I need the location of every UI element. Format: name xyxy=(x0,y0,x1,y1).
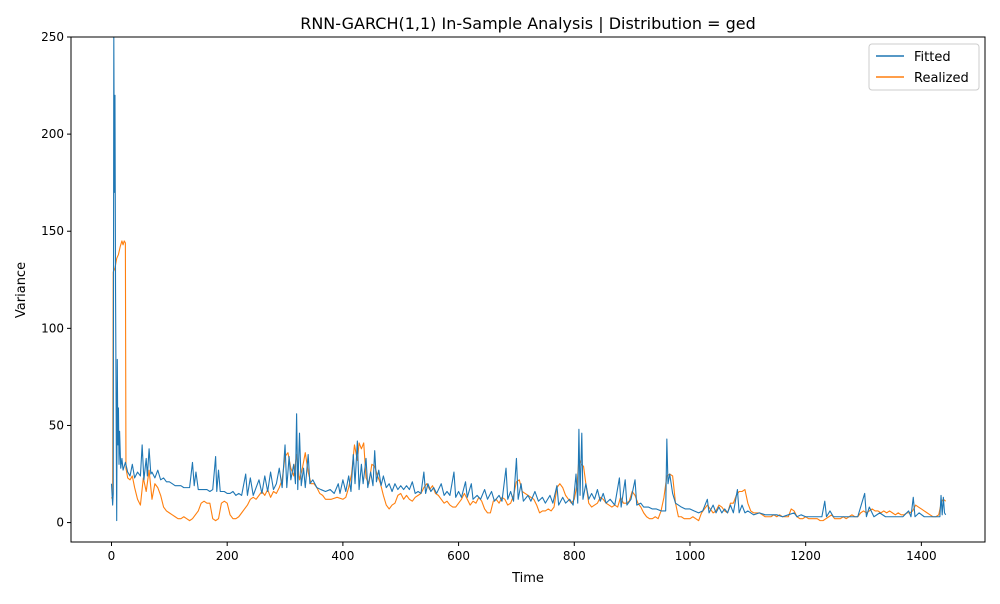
y-tick-label: 50 xyxy=(49,418,64,432)
y-tick-label: 200 xyxy=(41,127,64,141)
x-tick-label: 1200 xyxy=(790,549,821,563)
x-tick-label: 600 xyxy=(447,549,470,563)
x-tick-label: 1400 xyxy=(906,549,937,563)
x-tick-label: 1000 xyxy=(675,549,706,563)
axes-layer: 0 200 400 600 800 1000 1200 1400 0 50 100 150 200 250 xyxy=(41,30,937,563)
legend-label-fitted: Fitted xyxy=(914,50,951,65)
y-tick-label: 100 xyxy=(41,321,64,335)
x-tick-label: 800 xyxy=(563,549,586,563)
y-tick-label: 150 xyxy=(41,224,64,238)
y-tick-label: 250 xyxy=(41,30,64,44)
y-tick-label: 0 xyxy=(56,516,64,530)
x-tick-label: 0 xyxy=(108,549,116,563)
series-line-fitted xyxy=(110,37,947,522)
legend-label-realized: Realized xyxy=(914,71,969,86)
x-tick-label: 400 xyxy=(331,549,354,563)
chart-title: RNN-GARCH(1,1) In-Sample Analysis | Dist… xyxy=(300,14,756,33)
legend: Fitted Realized xyxy=(868,43,980,91)
y-axis-label: Variance xyxy=(14,262,29,318)
x-axis-label: Time xyxy=(511,571,544,586)
series-layer xyxy=(110,37,947,522)
x-tick-label: 200 xyxy=(216,549,239,563)
plot-area-frame xyxy=(70,36,986,543)
